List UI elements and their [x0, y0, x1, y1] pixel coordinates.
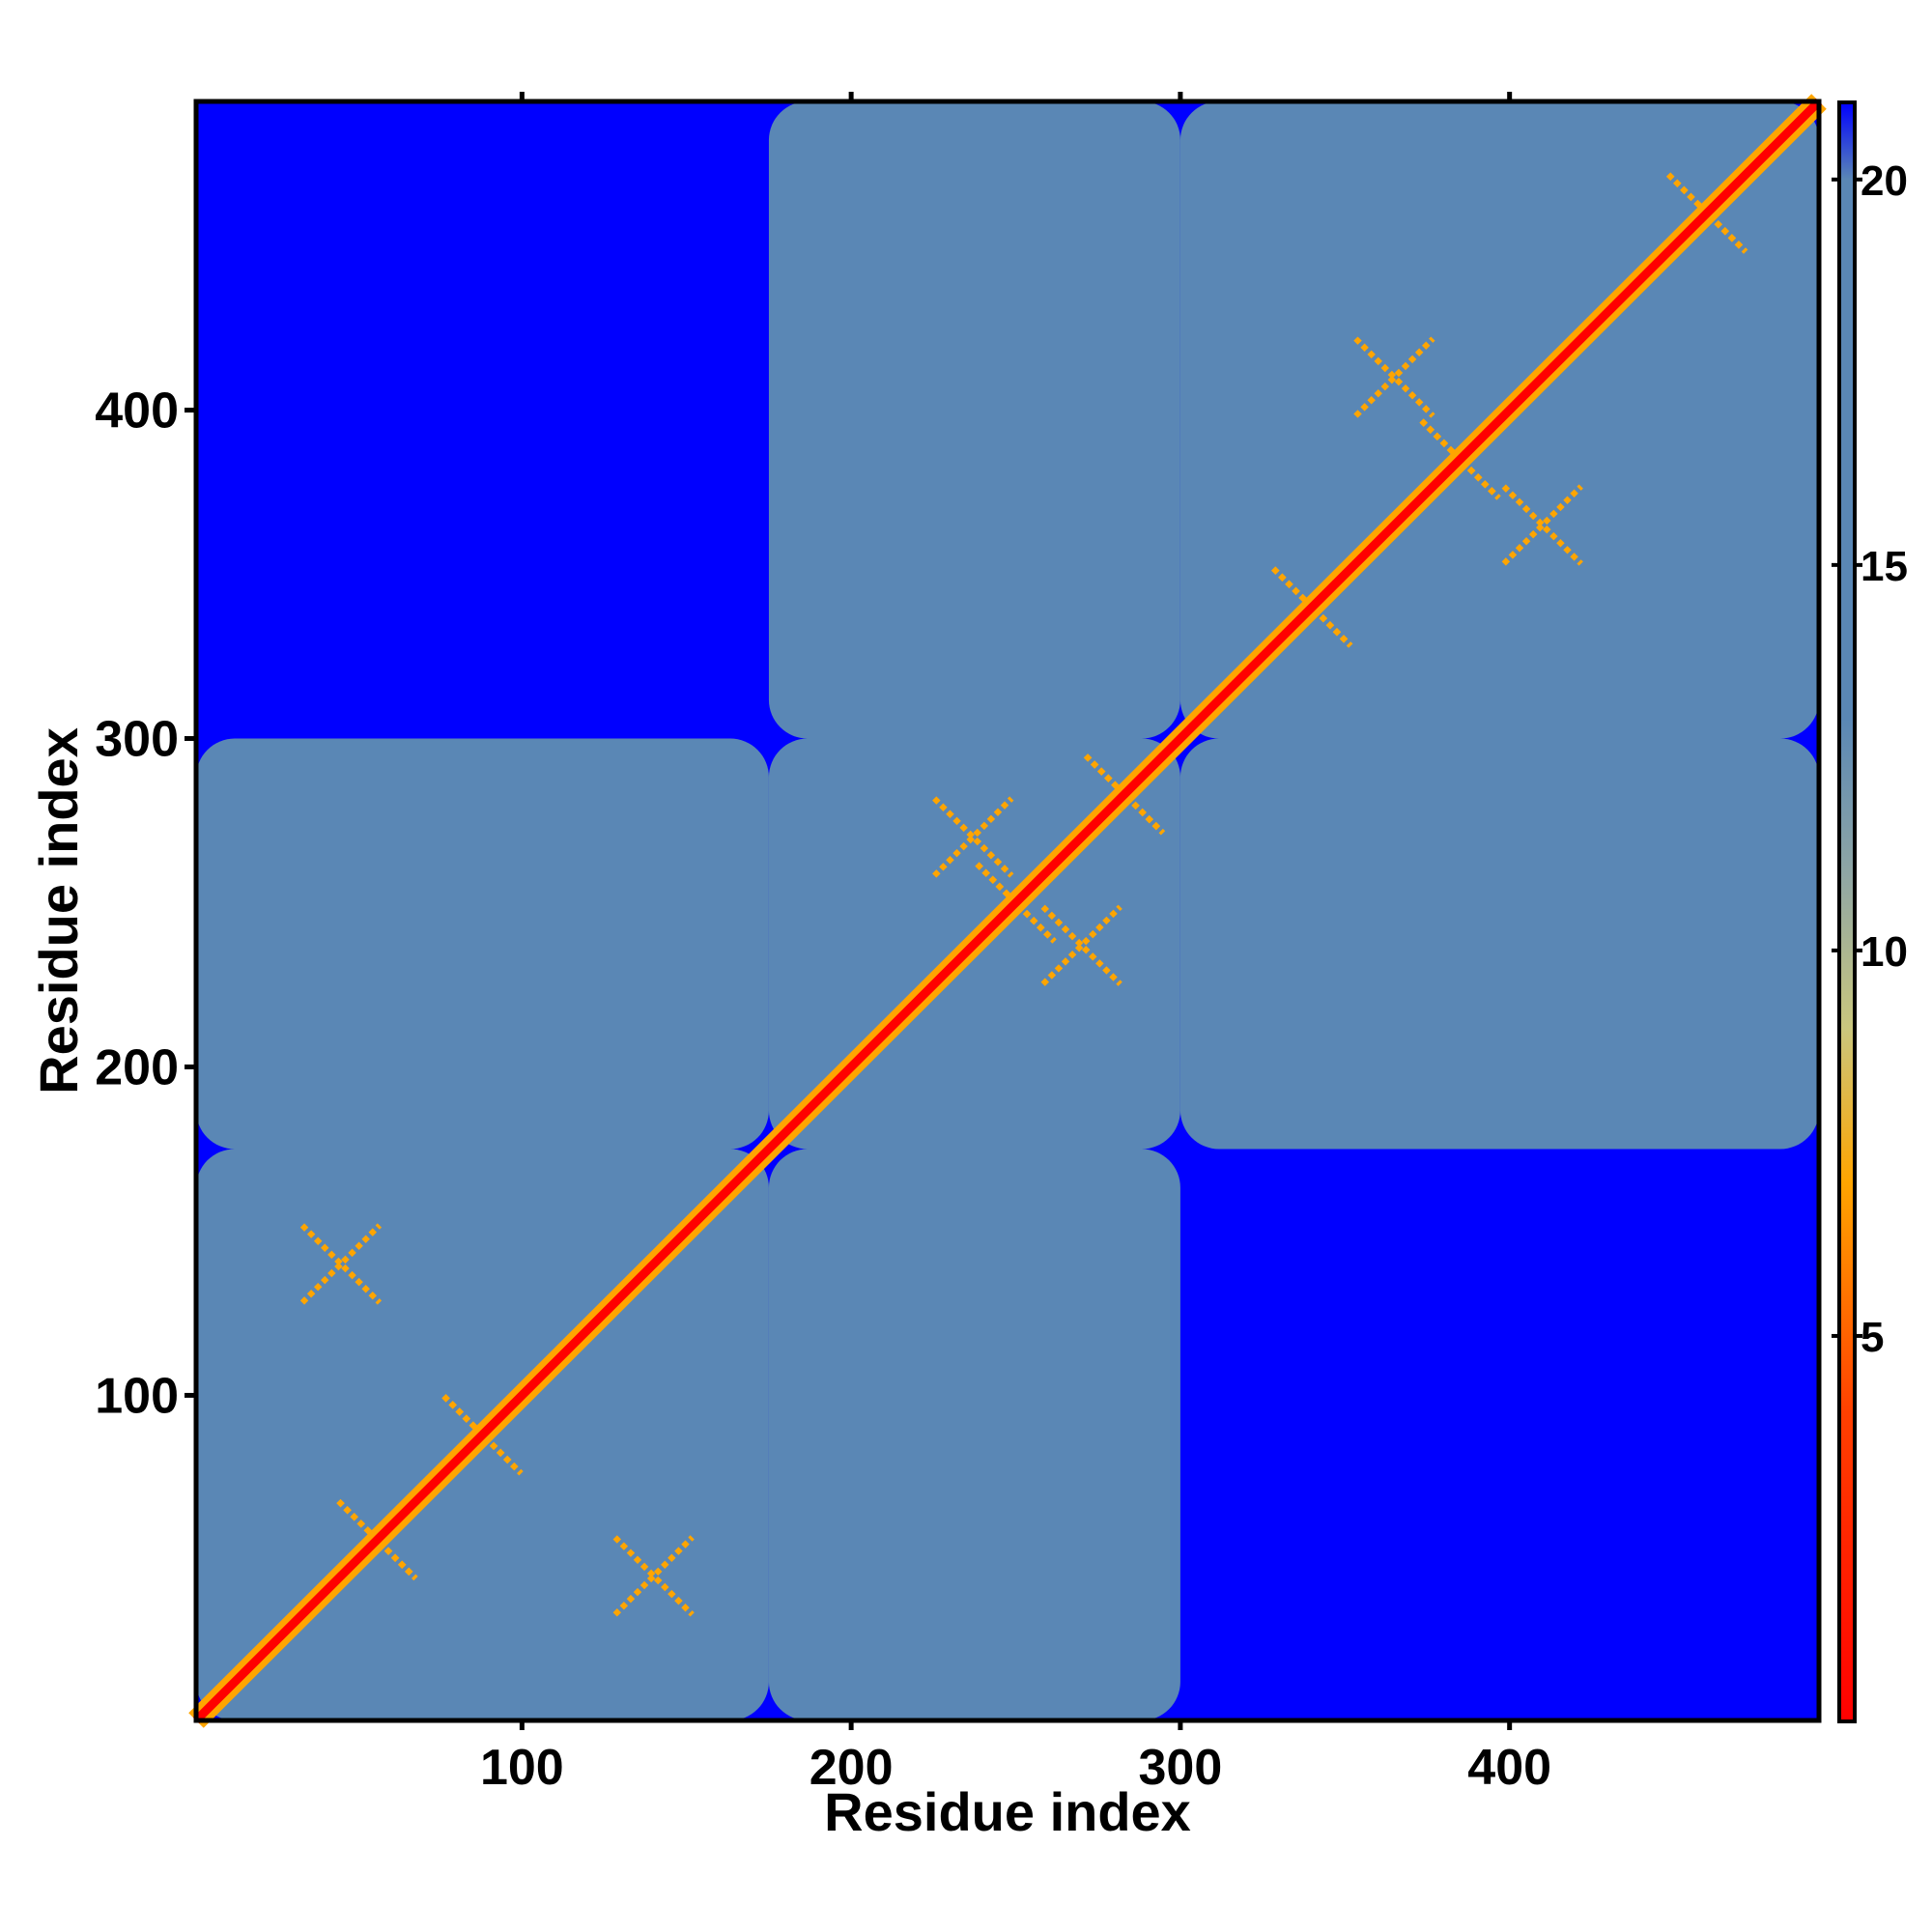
x-axis-title: Residue index	[824, 1781, 1191, 1842]
heatmap-contact	[1353, 336, 1435, 418]
diagonal-core	[192, 98, 1823, 1724]
x-tick-label: 300	[1139, 1740, 1223, 1796]
x-axis-ticks: 100 200 300 400	[480, 92, 1551, 1796]
colorbar	[1837, 100, 1857, 1723]
x-tick-label: 200	[810, 1740, 894, 1796]
y-tick-label: 400	[95, 384, 179, 440]
heatmap-domain-block	[768, 1149, 1180, 1720]
heatmap-contact	[1040, 904, 1122, 986]
heatmap-domain-block	[768, 101, 1180, 739]
y-axis-title: Residue index	[28, 727, 89, 1094]
plot-frame	[193, 99, 1822, 1723]
heatmap-domain-block	[1179, 738, 1819, 1150]
colorbar-tick-label: 15	[1861, 543, 1908, 590]
colorbar-ticks: 5 10 15 20	[1832, 157, 1908, 1361]
y-tick-label: 100	[95, 1368, 179, 1424]
heatmap-contact	[612, 1535, 695, 1617]
x-tick-label: 100	[480, 1740, 564, 1796]
heatmap-diagonal	[188, 94, 1827, 1728]
y-tick-label: 300	[95, 712, 179, 768]
x-tick-label: 400	[1467, 1740, 1551, 1796]
colorbar-tick-label: 10	[1861, 928, 1908, 976]
heatmap-contact	[932, 796, 1014, 878]
y-tick-label: 200	[95, 1039, 179, 1095]
heatmap-domain-block	[196, 738, 769, 1150]
colorbar-tick-label: 20	[1861, 157, 1908, 205]
heatmap-contact	[1501, 484, 1583, 566]
colorbar-tick-label: 5	[1861, 1314, 1884, 1361]
y-axis-ticks: 100 200 300 400	[95, 384, 196, 1424]
heatmap-contact	[299, 1223, 383, 1305]
